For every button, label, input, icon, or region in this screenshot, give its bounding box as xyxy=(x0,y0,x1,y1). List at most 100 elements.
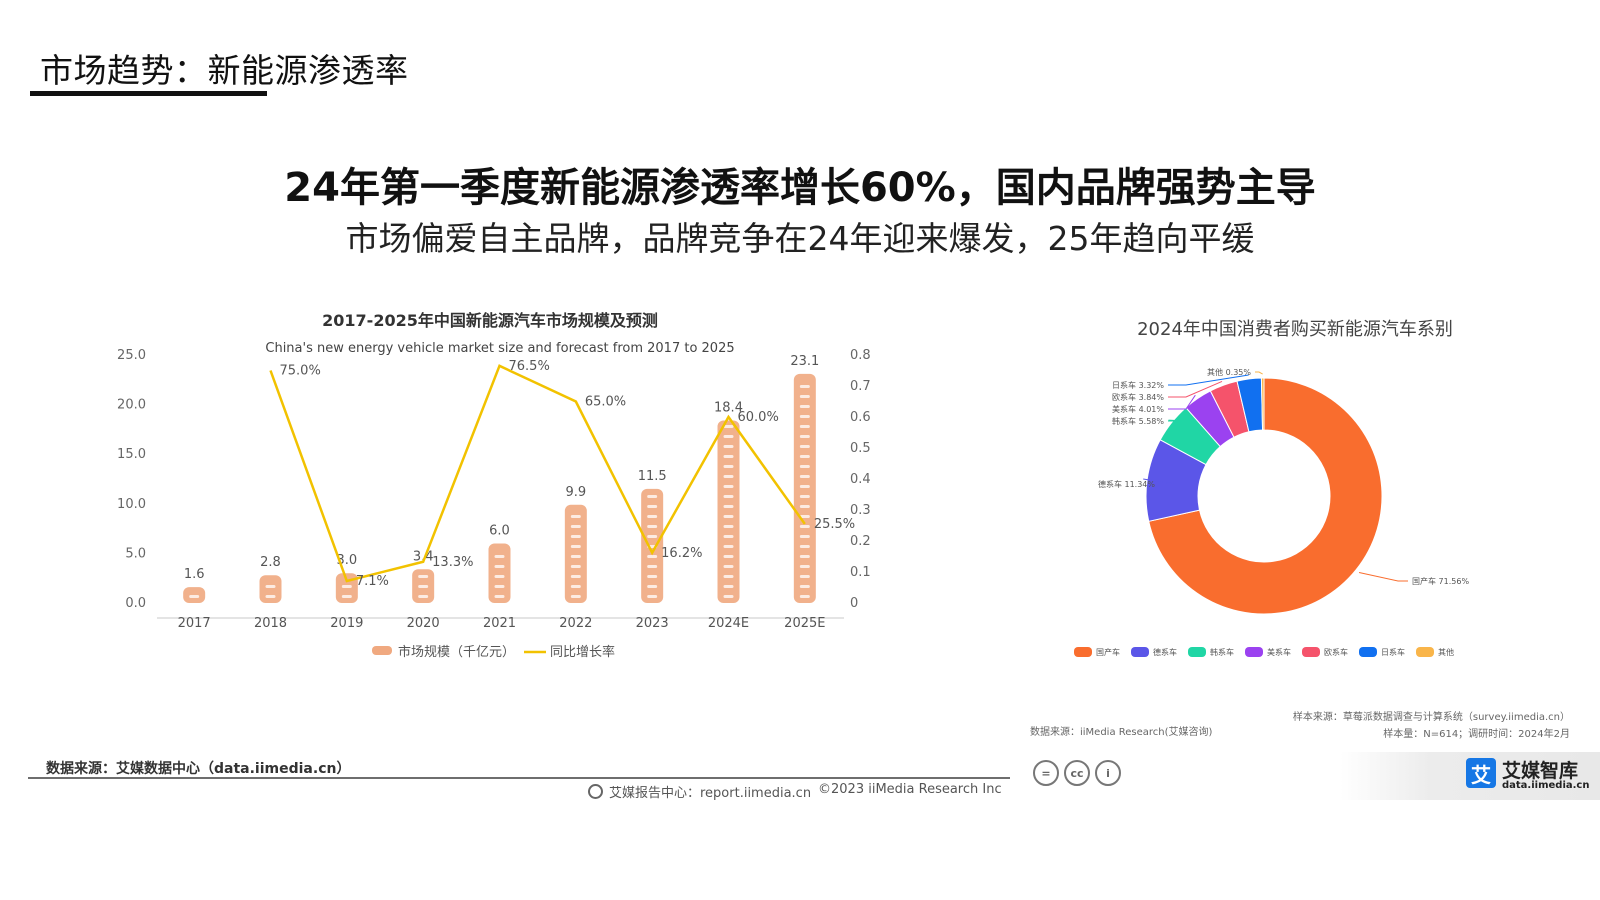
y-right-tick: 0.5 xyxy=(850,441,871,456)
sample-source: 样本来源：草莓派数据调查与计算系统（survey.iimedia.cn） xyxy=(1292,712,1570,723)
growth-value-label: 16.2% xyxy=(661,546,702,561)
bar-pattern-stripe xyxy=(723,495,734,498)
y-right-tick: 0.6 xyxy=(850,410,871,425)
bar-pattern-stripe xyxy=(647,595,658,598)
sample-size: 样本量：N=614；调研时间：2024年2月 xyxy=(1383,729,1570,740)
donut-leader xyxy=(1168,380,1223,398)
bar-pattern-stripe xyxy=(570,555,581,558)
section-title: 市场趋势：新能源渗透率 xyxy=(40,51,409,90)
bar-pattern-stripe xyxy=(799,455,810,458)
growth-line xyxy=(269,364,806,583)
growth-value-label: 76.5% xyxy=(509,359,550,374)
y-axis-right: 0 0.1 0.2 0.3 0.4 0.5 0.6 0.7 0.8 xyxy=(850,348,871,611)
bar-pattern-stripe xyxy=(189,595,200,598)
x-axis-tick: 2023 xyxy=(636,616,669,631)
market-size-chart: 2017-2025年中国新能源汽车市场规模及预测 China's new ene… xyxy=(117,311,871,660)
bar-pattern-stripe xyxy=(799,555,810,558)
bar-pattern-stripe xyxy=(570,525,581,528)
bar-pattern-stripe xyxy=(723,575,734,578)
bar-pattern-stripe xyxy=(647,555,658,558)
bar-pattern-stripe xyxy=(265,595,276,598)
market-size-bar xyxy=(259,575,282,603)
source-note-right: 数据来源：iiMedia Research(艾媒咨询) xyxy=(1030,727,1213,738)
bar-pattern-stripe xyxy=(647,525,658,528)
donut-legend: 国产车 德系车 韩系车 美系车 欧系车 日系车 其他 xyxy=(1074,647,1454,657)
market-size-bar xyxy=(717,420,740,603)
bar-pattern-stripe xyxy=(570,545,581,548)
donut-legend-label: 韩系车 xyxy=(1210,647,1234,657)
growth-value-label: 13.3% xyxy=(432,555,473,570)
bar-pattern-stripe xyxy=(647,495,658,498)
bar-value-label: 6.0 xyxy=(489,523,510,538)
cc-by-icon: i xyxy=(1095,760,1121,786)
bar-pattern-stripe xyxy=(418,585,429,588)
section-underline xyxy=(30,91,267,96)
bar-pattern-stripe xyxy=(341,585,352,588)
bar-pattern-stripe xyxy=(265,585,276,588)
bar-pattern-stripe xyxy=(647,565,658,568)
y-right-tick: 0.1 xyxy=(850,565,871,580)
growth-labels: 75.0% 7.1% 13.3% 76.5% 65.0% 16.2% 60.0% 25.5% xyxy=(280,359,856,589)
chart-subtitle: China's new energy vehicle market size a… xyxy=(265,341,734,356)
donut-legend-swatch xyxy=(1245,647,1263,657)
donut-legend-label: 日系车 xyxy=(1381,647,1405,657)
copyright: ©2023 iiMedia Research Inc xyxy=(818,782,1002,797)
donut-leader xyxy=(1255,371,1263,375)
growth-value-label: 7.1% xyxy=(356,574,389,589)
y-right-tick: 0.4 xyxy=(850,472,871,487)
brand-name: 艾媒智库 xyxy=(1502,760,1579,782)
donut-legend-swatch xyxy=(1074,647,1092,657)
bar-pattern-stripe xyxy=(647,515,658,518)
bar-pattern-stripe xyxy=(799,445,810,448)
x-axis-tick: 2018 xyxy=(254,616,287,631)
donut-slice-label: 其他 0.35% xyxy=(1207,367,1251,377)
report-icon xyxy=(588,784,603,799)
donut-legend-label: 德系车 xyxy=(1153,647,1177,657)
bar-value-label: 9.9 xyxy=(565,485,586,500)
donut-labels: 国产车 71.56% 德系车 11.34% 韩系车 5.58% 美系车 4.01% 欧系… xyxy=(1098,367,1469,586)
donut-leader xyxy=(1143,478,1175,485)
donut-legend-swatch xyxy=(1188,647,1206,657)
y-right-tick: 0.8 xyxy=(850,348,871,363)
y-right-tick: 0.7 xyxy=(850,379,871,394)
donut-legend-label: 欧系车 xyxy=(1324,647,1348,657)
y-right-tick: 0.2 xyxy=(850,534,871,549)
donut-legend-swatch xyxy=(1416,647,1434,657)
growth-line-series xyxy=(269,364,806,583)
bar-pattern-stripe xyxy=(570,515,581,518)
y-axis-left: 0.0 5.0 10.0 15.0 20.0 25.0 xyxy=(117,348,146,611)
bar-pattern-stripe xyxy=(418,595,429,598)
bar-pattern-stripe xyxy=(723,435,734,438)
donut-slice xyxy=(1148,377,1383,615)
bar-pattern-stripe xyxy=(799,515,810,518)
bar-pattern-stripe xyxy=(418,575,429,578)
market-size-bar xyxy=(564,504,587,603)
donut-title: 2024年中国消费者购买新能源汽车系别 xyxy=(1137,319,1453,340)
x-axis-tick: 2019 xyxy=(330,616,363,631)
bar-pattern-stripe xyxy=(723,595,734,598)
cc-icon: cc xyxy=(1064,760,1090,786)
donut-slice-label: 日系车 3.32% xyxy=(1112,380,1164,390)
y-left-tick: 10.0 xyxy=(117,497,146,512)
bar-pattern-stripe xyxy=(494,555,505,558)
bar-pattern-stripe xyxy=(723,485,734,488)
x-axis-ticks: 2017 2018 2019 2020 2021 2022 2023 2024E 2025E xyxy=(178,616,826,631)
bar-pattern-stripe xyxy=(647,585,658,588)
market-size-bar xyxy=(488,543,511,603)
bar-pattern-stripe xyxy=(723,525,734,528)
bar-pattern-stripe xyxy=(723,465,734,468)
bar-pattern-stripe xyxy=(723,535,734,538)
bar-pattern-stripe xyxy=(723,565,734,568)
bar-pattern-stripe xyxy=(723,555,734,558)
donut-legend-label: 国产车 xyxy=(1096,647,1120,657)
growth-value-label: 60.0% xyxy=(738,410,779,425)
bar-value-label: 2.8 xyxy=(260,555,281,570)
bar-value-label: 3.4 xyxy=(413,549,434,564)
bar-value-label: 23.1 xyxy=(790,354,819,369)
legend-bar-swatch xyxy=(372,646,392,655)
y-right-tick: 0 xyxy=(850,596,858,611)
donut-slice-label: 德系车 11.34% xyxy=(1098,479,1155,489)
x-axis-tick: 2025E xyxy=(784,616,825,631)
bar-pattern-stripe xyxy=(799,415,810,418)
bar-pattern-stripe xyxy=(723,505,734,508)
